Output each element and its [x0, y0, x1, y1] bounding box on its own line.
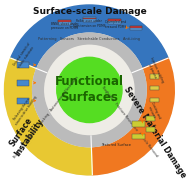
Text: BNNS sheet under
pressure on PDMS: BNNS sheet under pressure on PDMS	[51, 22, 78, 30]
Bar	[132, 121, 145, 127]
Bar	[150, 86, 159, 90]
Bar	[58, 20, 71, 22]
Circle shape	[57, 57, 122, 122]
Wedge shape	[33, 33, 146, 147]
Circle shape	[79, 71, 100, 91]
Bar	[146, 127, 155, 132]
Bar	[17, 80, 29, 86]
Text: Functional
Surfaces: Functional Surfaces	[55, 74, 124, 104]
Wedge shape	[91, 58, 174, 175]
Text: Uniaxial stretch of
elastic substrate: Uniaxial stretch of elastic substrate	[13, 42, 36, 70]
Bar	[58, 20, 71, 25]
Circle shape	[74, 64, 119, 110]
Bar	[17, 98, 29, 104]
Bar	[108, 19, 121, 24]
Text: Roller over under
high tension on PDMS: Roller over under high tension on PDMS	[73, 19, 106, 28]
Text: Coating and
mixtures: Coating and mixtures	[146, 101, 161, 121]
Text: Toughness   Fracture Resistance   Particle Removal: Toughness Fracture Resistance Particle R…	[100, 85, 159, 158]
Bar	[83, 18, 96, 19]
Circle shape	[75, 66, 108, 99]
Bar	[130, 26, 142, 30]
Bar	[150, 74, 159, 79]
Circle shape	[33, 33, 146, 147]
Wedge shape	[4, 58, 92, 175]
Bar	[17, 62, 29, 68]
Text: Surface
Instability: Surface Instability	[5, 111, 46, 158]
Text: Severe Material Damage: Severe Material Damage	[122, 85, 188, 180]
Bar	[132, 134, 145, 139]
Wedge shape	[11, 5, 168, 69]
Text: Injection modeling
of process: Injection modeling of process	[145, 56, 164, 85]
Bar	[150, 98, 159, 102]
Text: Crumpled and
creased PDMS: Crumpled and creased PDMS	[105, 20, 126, 29]
Text: Releasing the pre-
strain to drive buckling: Releasing the pre- strain to drive buckl…	[11, 93, 38, 126]
Text: Textured Surface: Textured Surface	[101, 143, 131, 147]
Bar	[146, 116, 155, 121]
Bar	[130, 26, 142, 28]
Bar	[108, 19, 121, 21]
Text: Surface-scale Damage: Surface-scale Damage	[32, 7, 146, 16]
Text: Buckling   Crumpling   Cracking   Autonomous Electronics: Buckling Crumpling Cracking Autonomous E…	[12, 75, 79, 159]
Text: Patterning   Sensors   Stretchable Conductors   Anti-icing: Patterning Sensors Stretchable Conductor…	[38, 36, 140, 40]
Circle shape	[4, 5, 174, 175]
Bar	[83, 17, 96, 22]
